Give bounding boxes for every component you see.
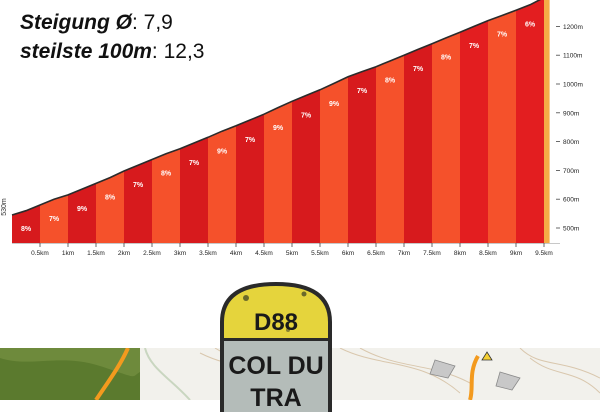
sign-route-number: D88 <box>254 309 298 336</box>
grade-label: 7% <box>245 137 256 144</box>
x-tick-label: 5km <box>286 250 298 257</box>
x-tick-label: 5.5km <box>311 250 329 257</box>
y-tick-label: 700m <box>563 168 579 175</box>
x-tick-label: 9km <box>510 250 522 257</box>
col-road-sign: D88 COL DU TRA <box>220 282 332 412</box>
x-tick-label: 8km <box>454 250 466 257</box>
x-tick-label: 7.5km <box>423 250 441 257</box>
buildings <box>429 359 521 391</box>
gradient-segment <box>264 101 292 243</box>
gradient-segment <box>208 125 236 243</box>
gradient-segment <box>488 10 516 243</box>
x-tick-label: 0.5km <box>31 250 49 257</box>
grade-labels: 8% 7% 9% 8% 7% 8% 7% 9% 7% 9% 7% 9% 7% 8% 7% 8% 7% 7% 6% <box>21 21 536 233</box>
grade-label: 7% <box>357 88 368 95</box>
average-gradient-value: 7,9 <box>143 11 173 34</box>
average-gradient: Steigung Ø: 7,9 <box>20 11 173 34</box>
grade-label: 7% <box>301 112 312 119</box>
gradient-segment <box>12 205 40 243</box>
steepest-section-value: 12,3 <box>163 40 205 63</box>
y-tick-label: 1000m <box>563 82 583 89</box>
gradient-segment <box>432 32 460 244</box>
gradient-segment <box>236 114 264 243</box>
gradient-segments <box>12 0 550 244</box>
y-tick-label: 900m <box>563 110 579 117</box>
gradient-segment <box>516 0 544 243</box>
sign-line-1: COL DU <box>228 352 323 380</box>
grade-label: 8% <box>385 78 396 85</box>
grade-label: 9% <box>329 101 340 108</box>
x-tick-label: 4km <box>230 250 242 257</box>
grade-label: 7% <box>413 66 424 73</box>
start-elevation-label: 530m <box>1 198 8 216</box>
grade-label: 8% <box>105 194 116 201</box>
x-tick-label: 7km <box>398 250 410 257</box>
gradient-segment <box>404 43 432 244</box>
x-tick-label: 3.5km <box>199 250 217 257</box>
y-tick-label: 1200m <box>563 24 583 31</box>
sign-weathering <box>301 291 307 297</box>
grade-label: 6% <box>525 21 536 28</box>
x-axis-ticks: 0.5km 1km 1.5km 2km 2.5km 3km 3.5km 4km 4.5km 5km… <box>31 243 553 257</box>
gradient-segment <box>68 183 96 243</box>
grade-label: 9% <box>217 148 228 155</box>
y-axis-ticks: 500m 600m 700m 800m 900m 1000m 1100m 1200m <box>556 24 583 233</box>
gradient-segment <box>544 0 550 243</box>
steepest-section: steilste 100m: 12,3 <box>20 40 205 63</box>
contour-lines-right <box>339 348 600 394</box>
x-tick-label: 3km <box>174 250 186 257</box>
sign-line-2: TRA <box>250 384 301 412</box>
y-tick-label: 800m <box>563 139 579 146</box>
gradient-segment <box>376 55 404 244</box>
grade-label: 7% <box>497 32 508 39</box>
sign-outline <box>220 282 332 412</box>
gradient-segment <box>96 171 124 243</box>
gradient-segment <box>180 137 208 243</box>
x-tick-label: 6km <box>342 250 354 257</box>
grade-label: 8% <box>441 55 452 62</box>
sign-cap <box>222 284 330 340</box>
average-gradient-label: Steigung Ø <box>20 11 132 34</box>
y-tick-label: 600m <box>563 197 579 204</box>
gradient-segment <box>320 76 348 243</box>
grade-label: 8% <box>161 171 172 178</box>
grade-label: 9% <box>77 206 88 213</box>
y-tick-label: 500m <box>563 226 579 233</box>
grade-label: 7% <box>189 160 200 167</box>
gradient-segment <box>292 89 320 243</box>
x-tick-label: 1.5km <box>87 250 105 257</box>
x-tick-label: 4.5km <box>255 250 273 257</box>
profile-outline <box>11 0 542 216</box>
road-left <box>94 348 130 400</box>
x-tick-label: 1km <box>62 250 74 257</box>
x-tick-label: 9.5km <box>535 250 553 257</box>
stats-panel: Steigung Ø: 7,9 steilste 100m: 12,3 <box>20 8 204 66</box>
elevation-profile-chart: 8% 7% 9% 8% 7% 8% 7% 9% 7% 9% 7% 9% 7% 8% 7% 8% 7% 7% 6% 0… <box>1 0 583 257</box>
valley-line <box>144 348 191 400</box>
y-tick-label: 1100m <box>563 53 582 60</box>
x-tick-label: 2km <box>118 250 130 257</box>
gradient-segment <box>460 20 488 243</box>
sign-weathering <box>243 295 249 301</box>
sign-weathering <box>286 328 290 332</box>
x-tick-label: 2.5km <box>143 250 161 257</box>
gradient-segment <box>124 159 152 243</box>
road-right <box>468 354 480 400</box>
x-tick-label: 6.5km <box>367 250 385 257</box>
grade-label: 8% <box>21 226 32 233</box>
grade-label: 7% <box>469 43 480 50</box>
sign-divider <box>222 338 330 341</box>
steepest-section-label: steilste 100m <box>20 40 152 63</box>
x-tick-label: 8.5km <box>479 250 497 257</box>
grade-label: 7% <box>49 216 60 223</box>
summit-marker-icon <box>481 351 493 361</box>
gradient-segment <box>152 148 180 243</box>
grade-label: 9% <box>273 125 284 132</box>
grade-label: 7% <box>133 182 144 189</box>
gradient-segment <box>348 66 376 243</box>
gradient-segment <box>40 194 68 243</box>
